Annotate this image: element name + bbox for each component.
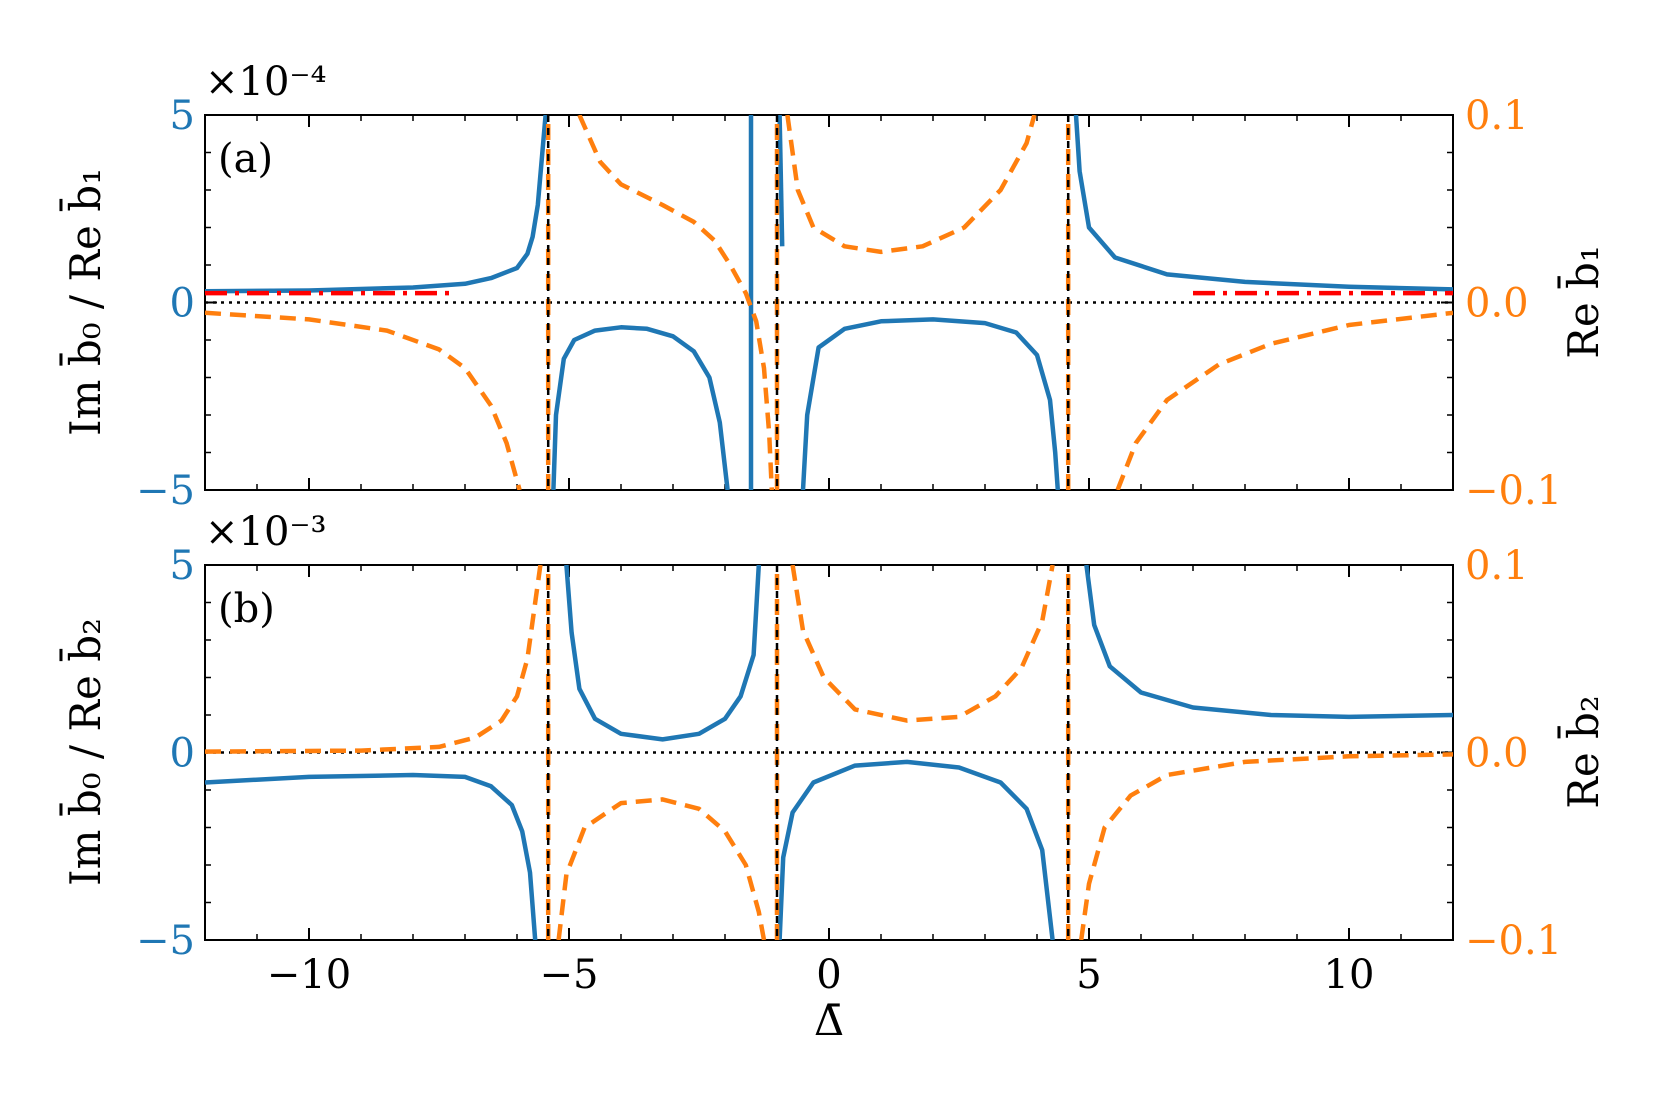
series-left-solid-segment <box>205 115 548 294</box>
series-right-dashed-segment <box>785 115 1037 255</box>
series-right-dashed-segment <box>556 797 767 940</box>
left-tick-label: 5 <box>170 543 195 589</box>
right-tick-label: 0.1 <box>1465 93 1529 139</box>
left-tick-label: −5 <box>136 468 195 514</box>
series-right-dashed-segment <box>790 565 1055 723</box>
panel-a-plot-area <box>205 115 1453 490</box>
panel-a-left-ticks: −5 0 5 <box>136 93 217 514</box>
panel-b-label: (b) <box>218 586 275 632</box>
series-left-solid-segment <box>551 325 730 490</box>
right-tick-label: −0.1 <box>1465 468 1562 514</box>
panel-a-left-axis-label: Im b̄₀ / Re b̄₁ <box>58 168 110 436</box>
panel-a-label: (a) <box>218 136 273 182</box>
right-tick-label: 0.1 <box>1465 543 1529 589</box>
left-tick-label: 5 <box>170 93 195 139</box>
series-left-solid-segment <box>1084 565 1453 720</box>
panel-b-left-ticks: −5 0 5 <box>136 543 217 964</box>
x-axis-label: Δ̄ <box>814 996 844 1045</box>
x-tick-label: 5 <box>1076 952 1101 998</box>
x-tick-label: 0 <box>816 952 841 998</box>
series-left-solid-segment <box>800 317 1061 490</box>
series-right-dashed-segment <box>205 310 522 490</box>
panel-a-right-axis-label: Re b̄₁ <box>1556 245 1608 359</box>
x-tick-label: −5 <box>540 952 599 998</box>
right-tick-label: 0.0 <box>1465 281 1529 327</box>
series-left-solid-segment <box>777 759 1055 940</box>
panel-b-right-axis-label: Re b̄₂ <box>1556 695 1608 809</box>
series-left-solid-segment <box>564 565 762 742</box>
x-tick-label: 10 <box>1324 952 1375 998</box>
panel-b-x-ticks <box>204 565 1454 940</box>
panel-a-scale-label: ×10⁻⁴ <box>205 59 327 105</box>
x-tick-label: −10 <box>267 952 351 998</box>
panel-a: (a) ×10⁻⁴ Im b̄₀ / Re b̄₁ Re b̄₁ −5 0 5 −0… <box>58 59 1608 514</box>
left-tick-label: 0 <box>170 731 195 777</box>
panel-b-plot-area <box>205 565 1453 940</box>
panel-b: (b) ×10⁻³ Im b̄₀ / Re b̄₂ Re b̄₂ −5 0 5 −0… <box>58 509 1608 964</box>
panel-b-scale-label: ×10⁻³ <box>205 509 327 555</box>
panel-b-right-ticks: −0.1 0.0 0.1 <box>1441 543 1562 964</box>
series-left-solid-segment <box>205 772 538 940</box>
series-right-dashed-segment <box>1078 752 1453 940</box>
left-tick-label: 0 <box>170 281 195 327</box>
x-tick-labels: −10 −5 0 5 10 <box>267 952 1375 998</box>
series-left-solid-segment <box>1073 115 1453 292</box>
right-tick-label: 0.0 <box>1465 731 1529 777</box>
panel-a-right-ticks: −0.1 0.0 0.1 <box>1441 93 1562 514</box>
series-left-solid-segment <box>777 115 785 247</box>
panel-b-left-axis-label: Im b̄₀ / Re b̄₂ <box>58 618 110 886</box>
series-right-dashed-segment <box>577 115 775 490</box>
left-tick-label: −5 <box>136 918 195 964</box>
right-tick-label: −0.1 <box>1465 918 1562 964</box>
series-right-dashed-segment <box>205 565 543 754</box>
series-right-dashed-segment <box>1115 310 1453 490</box>
